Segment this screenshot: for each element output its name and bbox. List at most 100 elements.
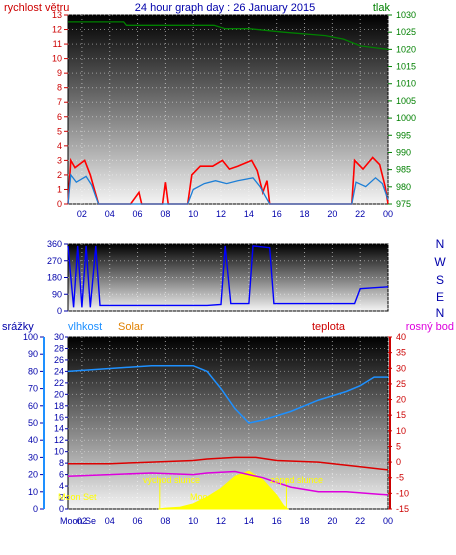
humidity-inner-tick-label-8: 16 <box>54 412 64 422</box>
wind-x-tick-label-3: 08 <box>160 209 170 219</box>
humidity-inner-tick-label-14: 28 <box>54 343 64 353</box>
wind-y-tick-label-13: 13 <box>52 10 62 20</box>
pressure-axis-label: tlak <box>373 2 391 14</box>
precip-tick-label-10: 100 <box>23 332 38 342</box>
wind-y-tick-label-9: 9 <box>57 68 62 78</box>
temp-x-tick-label-8: 18 <box>300 516 310 526</box>
precip-tick-label-1: 10 <box>28 487 38 497</box>
temp-right-tick-label-8: 25 <box>396 379 406 389</box>
temp-x-tick-label-5: 12 <box>216 516 226 526</box>
wind-panel-background <box>67 14 389 205</box>
humidity-inner-tick-label-2: 4 <box>59 481 64 491</box>
wind-x-tick-label-1: 04 <box>105 209 115 219</box>
sunrise-annotation: východ slunce <box>143 475 200 485</box>
data-series <box>67 21 389 510</box>
temp-x-tick-label-2: 06 <box>133 516 143 526</box>
precip-tick-label-0: 0 <box>33 504 38 514</box>
wind-y-tick-label-3: 3 <box>57 155 62 165</box>
wind-y-tick-label-2: 2 <box>57 170 62 180</box>
pressure-y-tick-label-9: 1020 <box>396 44 416 54</box>
wind-y-tick-label-7: 7 <box>57 97 62 107</box>
humidity-inner-tick-label-4: 8 <box>59 458 64 468</box>
wind-x-tick-label-5: 12 <box>216 209 226 219</box>
temp-x-tick-label-7: 16 <box>272 516 282 526</box>
pressure-y-tick-label-4: 995 <box>396 130 411 140</box>
wind-y-tick-label-0: 0 <box>57 199 62 209</box>
temp-right-tick-label-10: 35 <box>396 348 406 358</box>
pressure-y-tick-label-7: 1010 <box>396 79 416 89</box>
temp-x-tick-label-6: 14 <box>244 516 254 526</box>
temp-x-tick-label-3: 08 <box>160 516 170 526</box>
wind-x-tick-label-8: 18 <box>300 209 310 219</box>
precip-tick-label-8: 80 <box>28 366 38 376</box>
wind-y-tick-label-6: 6 <box>57 112 62 122</box>
wind-direction-line <box>67 245 389 308</box>
humidity-inner-tick-label-10: 20 <box>54 389 64 399</box>
temp-right-tick-label-11: 40 <box>396 332 406 342</box>
solar-axis-label: Solar <box>118 321 144 333</box>
wind-gust-line <box>67 156 389 205</box>
humidity-inner-tick-label-13: 26 <box>54 355 64 365</box>
moon-set-annotation: Moon Set <box>58 492 97 502</box>
temp-right-tick-label-0: -15 <box>396 504 409 514</box>
direction-label-2: S <box>436 273 444 287</box>
precip-tick-label-2: 20 <box>28 470 38 480</box>
humidity-inner-tick-label-9: 18 <box>54 401 64 411</box>
precip-tick-label-7: 70 <box>28 384 38 394</box>
pressure-y-tick-label-1: 980 <box>396 182 411 192</box>
pressure-y-tick-label-11: 1030 <box>396 10 416 20</box>
pressure-y-tick-label-2: 985 <box>396 165 411 175</box>
precip-tick-label-3: 30 <box>28 452 38 462</box>
pressure-line <box>68 21 389 51</box>
temp-x-tick-label-4: 10 <box>188 516 198 526</box>
wind-y-tick-label-1: 1 <box>57 184 62 194</box>
temp-right-tick-label-5: 10 <box>396 426 406 436</box>
humidity-inner-tick-label-0: 0 <box>59 504 64 514</box>
humidity-inner-tick-label-11: 22 <box>54 378 64 388</box>
direction-label-0: N <box>436 237 445 251</box>
wind-y-tick-label-10: 10 <box>52 54 62 64</box>
humidity-inner-tick-label-15: 30 <box>54 332 64 342</box>
x-first-label: Moon Se <box>60 516 96 526</box>
temp-x-tick-label-11: 00 <box>383 516 393 526</box>
chart-title: 24 hour graph day : 26 January 2015 <box>135 2 315 14</box>
humidity-inner-tick-label-5: 10 <box>54 447 64 457</box>
temp-right-tick-label-9: 30 <box>396 363 406 373</box>
wind-x-tick-label-6: 14 <box>244 209 254 219</box>
solar-area <box>158 470 290 510</box>
pressure-y-tick-label-8: 1015 <box>396 62 416 72</box>
temp-x-tick-label-9: 20 <box>327 516 337 526</box>
temp-right-tick-label-7: 20 <box>396 395 406 405</box>
sunset-annotation: západ slunce <box>270 475 323 485</box>
wind-y-tick-label-8: 8 <box>57 83 62 93</box>
temperature-panel-background <box>67 336 389 510</box>
wind-y-tick-label-4: 4 <box>57 141 62 151</box>
direction-y-tick-label-3: 270 <box>47 256 62 266</box>
wind-speed-axis-label: rychlost větru <box>4 2 69 14</box>
pressure-y-tick-label-0: 975 <box>396 199 411 209</box>
direction-y-tick-label-1: 90 <box>52 289 62 299</box>
humidity-inner-tick-label-7: 14 <box>54 424 64 434</box>
wind-y-tick-label-11: 11 <box>53 39 62 49</box>
wind-x-tick-label-4: 10 <box>188 209 198 219</box>
dewpoint-axis-label: rosný bod <box>406 321 454 333</box>
wind-y-tick-label-5: 5 <box>57 126 62 136</box>
humidity-axis-label: vlhkost <box>68 321 102 333</box>
pressure-y-tick-label-6: 1005 <box>396 96 416 106</box>
direction-label-3: E <box>436 290 444 304</box>
wind-x-tick-label-7: 16 <box>272 209 282 219</box>
direction-label-4: N <box>436 306 445 320</box>
humidity-inner-tick-label-12: 24 <box>54 366 64 376</box>
temp-x-tick-label-10: 22 <box>355 516 365 526</box>
precip-tick-label-9: 90 <box>28 349 38 359</box>
axes: 0123456789101112139759809859909951000100… <box>23 10 416 526</box>
wind-x-tick-label-2: 06 <box>133 209 143 219</box>
temp-right-tick-label-1: -10 <box>396 488 409 498</box>
humidity-inner-tick-label-1: 2 <box>59 493 64 503</box>
temp-right-tick-label-4: 5 <box>396 441 401 451</box>
wind-average-line <box>67 173 389 205</box>
temp-right-tick-label-2: -5 <box>396 473 404 483</box>
moonrise-annotation: Moo <box>190 492 208 502</box>
humidity-inner-tick-label-6: 12 <box>54 435 64 445</box>
